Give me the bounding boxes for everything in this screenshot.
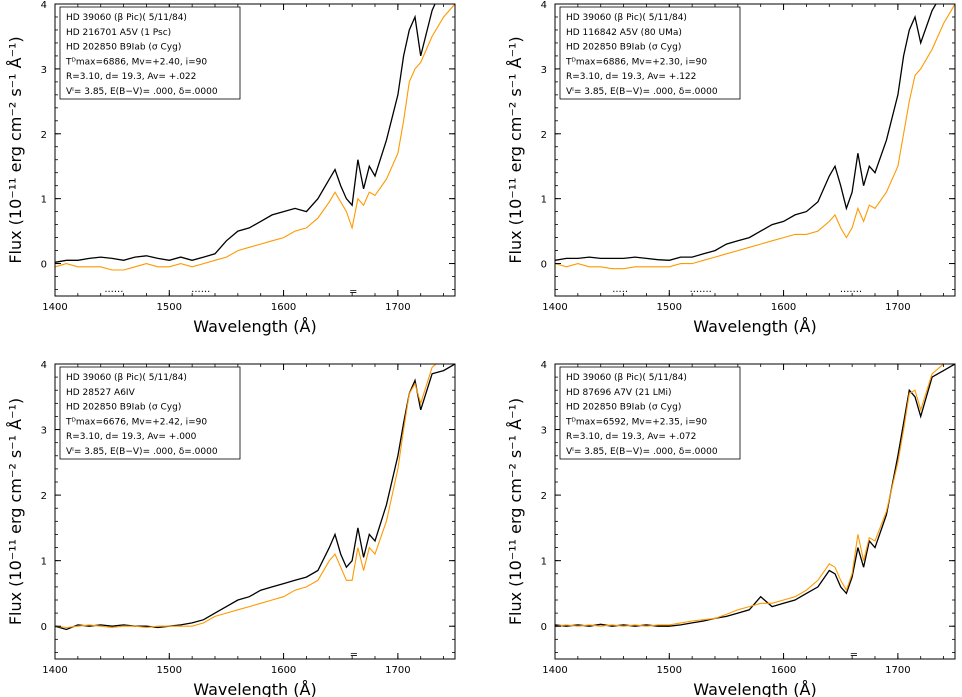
x-tick-label: 1500 <box>157 665 182 676</box>
legend-line: HD 28527 A6IV <box>66 388 136 398</box>
legend-line: HD 216701 A5V (1 Psc) <box>66 28 171 38</box>
legend-line: R=3.10, d= 19.3, Av= +.000 <box>66 432 197 442</box>
y-tick-label: 2 <box>541 130 547 141</box>
x-tick-label: 1700 <box>385 302 410 313</box>
x-tick-label: 1600 <box>771 302 796 313</box>
y-tick-label: 3 <box>541 65 547 76</box>
y-tick-label: 1 <box>41 195 47 206</box>
x-tick-label: 1400 <box>42 302 67 313</box>
y-tick-label: 0 <box>41 622 47 633</box>
legend-line: HD 39060 (β Pic)( 5/11/84) <box>566 13 687 23</box>
legend-line: HD 116842 A5V (80 UMa) <box>566 28 682 38</box>
y-axis-label: Flux (10⁻¹¹ erg cm⁻² s⁻¹ Å⁻¹) <box>6 398 25 625</box>
legend-line: R=3.10, d= 19.3, Av= +.122 <box>566 72 696 82</box>
legend-line: Tᴰmax=6886, Mv=+2.40, i=90 <box>65 57 207 67</box>
y-tick-label: 1 <box>541 557 547 568</box>
legend-line: Tᴰmax=6592, Mv=+2.35, i=90 <box>565 417 707 427</box>
legend-line: HD 39060 (β Pic)( 5/11/84) <box>566 373 687 383</box>
legend-box <box>59 6 241 100</box>
plot-frame <box>554 363 956 660</box>
y-tick-label: 0 <box>541 622 547 633</box>
x-tick-label: 1500 <box>157 302 182 313</box>
y-tick-label: 2 <box>41 130 47 141</box>
x-axis-label: Wavelength (Å) <box>193 680 316 697</box>
y-axis-label: Flux (10⁻¹¹ erg cm⁻² s⁻¹ Å⁻¹) <box>6 36 25 263</box>
plot-frame <box>54 3 456 297</box>
legend-line: Vᴵ= 3.85, E(B−V)= .000, δ=.0000 <box>566 447 718 457</box>
x-tick-label: 1700 <box>885 302 910 313</box>
series-line-model <box>555 4 937 261</box>
series-line-model <box>55 4 436 263</box>
y-tick-label: 3 <box>41 426 47 437</box>
legend-line: HD 87696 A7V (21 LMi) <box>566 388 672 398</box>
series-line-observed <box>555 4 955 270</box>
feature-marker: ······· <box>690 287 712 298</box>
y-tick-label: 4 <box>541 0 547 11</box>
legend-line: Tᴰmax=6886, Mv=+2.30, i=90 <box>565 57 707 67</box>
chart-panel-1: 1400 1500 1600 1700 0 1 2 3 4 Wavelength (Å) Flux … <box>6 0 456 336</box>
x-tick-label: 1700 <box>885 665 910 676</box>
legend-box <box>559 366 741 460</box>
y-tick-label: 3 <box>541 426 547 437</box>
y-tick-label: 2 <box>541 491 547 502</box>
y-axis-label: Flux (10⁻¹¹ erg cm⁻² s⁻¹ Å⁻¹) <box>506 36 525 263</box>
legend-line: R=3.10, d= 19.3, Av= +.022 <box>66 72 196 82</box>
series-line-observed <box>55 4 455 271</box>
x-tick-label: 1600 <box>271 665 296 676</box>
x-tick-label: 1400 <box>42 665 67 676</box>
x-axis-label: Wavelength (Å) <box>193 317 316 336</box>
x-tick-label: 1600 <box>271 302 296 313</box>
legend-line: HD 202850 B9Iab (σ Cyg) <box>66 43 181 53</box>
legend-box <box>559 6 741 100</box>
feature-marker: ······ <box>191 287 210 298</box>
legend-line: R=3.10, d= 19.3, Av= +.072 <box>566 432 696 442</box>
plot-frame <box>54 363 456 660</box>
legend-line: HD 202850 B9Iab (σ Cyg) <box>566 43 681 53</box>
x-tick-label: 1500 <box>657 665 682 676</box>
feature-marker: ═ <box>350 650 358 661</box>
feature-marker: ······· <box>840 287 862 298</box>
legend-line: HD 39060 (β Pic)( 5/11/84) <box>66 373 187 383</box>
series-line-observed <box>55 364 437 629</box>
feature-marker: ······ <box>104 287 123 298</box>
x-axis-label: Wavelength (Å) <box>693 680 816 697</box>
plot-frame <box>554 3 956 297</box>
x-tick-label: 1400 <box>542 665 567 676</box>
x-tick-label: 1600 <box>771 665 796 676</box>
x-axis-label: Wavelength (Å) <box>693 317 816 336</box>
legend-line: Vᴵ= 3.85, E(B−V)= .000, δ=.0000 <box>66 447 218 457</box>
chart-panel-3: 1400 1500 1600 1700 0 1 2 3 4 Wavelength (Å) Flux … <box>6 360 456 697</box>
feature-marker: ····· <box>612 287 628 298</box>
chart-panel-4: 1400 1500 1600 1700 0 1 2 3 4 Wavelength (Å) Flux … <box>506 360 956 697</box>
legend-line: HD 202850 B9Iab (σ Cyg) <box>566 403 681 413</box>
chart-panel-2: 1400 1500 1600 1700 0 1 2 3 4 Wavelength (Å) Flux … <box>506 0 956 336</box>
x-tick-label: 1400 <box>542 302 567 313</box>
legend-line: HD 39060 (β Pic)( 5/11/84) <box>66 13 187 23</box>
legend-line: Vᴵ= 3.85, E(B−V)= .000, δ=.0000 <box>66 87 218 97</box>
y-tick-label: 4 <box>541 360 547 371</box>
y-axis-label: Flux (10⁻¹¹ erg cm⁻² s⁻¹ Å⁻¹) <box>506 398 525 625</box>
y-tick-label: 0 <box>41 260 47 271</box>
feature-marker: ═ <box>850 650 858 661</box>
x-tick-label: 1700 <box>385 665 410 676</box>
y-tick-label: 0 <box>541 260 547 271</box>
y-tick-label: 2 <box>41 491 47 502</box>
legend-line: Vᴵ= 3.85, E(B−V)= .000, δ=.0000 <box>566 87 718 97</box>
y-tick-label: 4 <box>41 0 47 11</box>
x-tick-label: 1500 <box>657 302 682 313</box>
y-tick-label: 3 <box>41 65 47 76</box>
series-line-observed <box>555 364 945 627</box>
y-tick-label: 1 <box>541 195 547 206</box>
feature-marker: ═ <box>349 287 357 298</box>
y-tick-label: 1 <box>41 557 47 568</box>
legend-line: HD 202850 B9Iab (σ Cyg) <box>66 403 181 413</box>
legend-line: Tᴰmax=6676, Mv=+2.42, i=90 <box>65 417 207 427</box>
y-tick-label: 4 <box>41 360 47 371</box>
legend-box <box>59 366 241 460</box>
series-line-model <box>555 364 955 627</box>
